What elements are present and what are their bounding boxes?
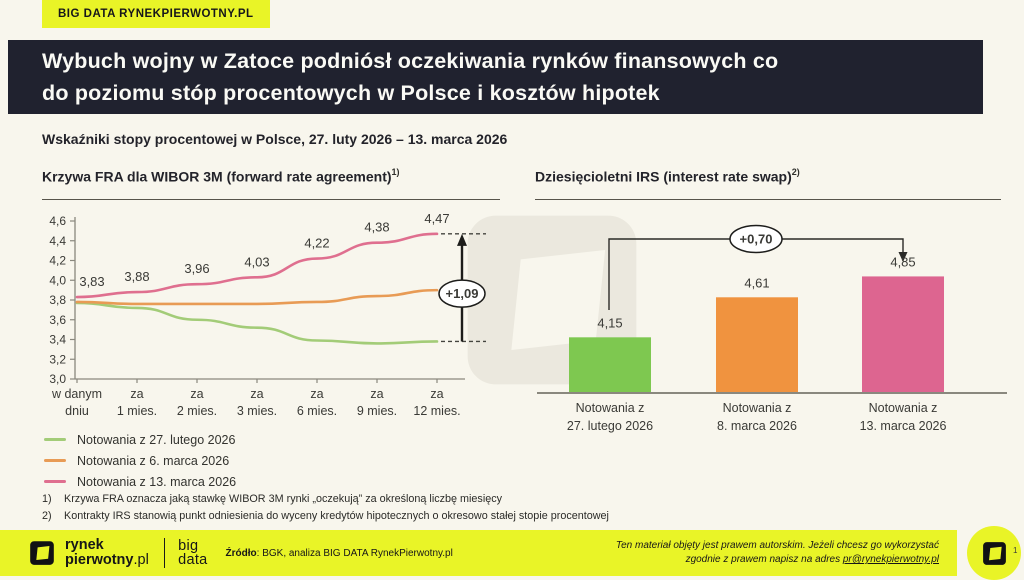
fra-footnote-ref: 1) (391, 167, 400, 177)
source-text: : BGK, analiza BIG DATA RynekPierwotny.p… (256, 547, 453, 559)
page-title-line-1: Wybuch wojny w Zatoce podniósł oczekiwan… (42, 48, 779, 73)
fra-chart-title: Krzywa FRA dla WIBOR 3M (forward rate ag… (42, 167, 500, 201)
footer-divider (163, 538, 166, 568)
svg-text:6 mies.: 6 mies. (297, 404, 337, 418)
footer-bar: rynek pierwotny.pl big data Źródło: BGK,… (0, 530, 957, 576)
svg-text:4,85: 4,85 (890, 254, 915, 269)
page-title: Wybuch wojny w Zatoce podniósł oczekiwan… (8, 40, 983, 114)
svg-text:dniu: dniu (65, 404, 89, 418)
svg-text:za: za (310, 387, 323, 401)
svg-text:3,8: 3,8 (49, 293, 66, 307)
copyright-line-1: Ten materiał objęty jest prawem autorski… (615, 539, 939, 551)
source-label: Źródło (225, 547, 257, 559)
legend-item: Notowania z 27. lutego 2026 (44, 429, 236, 450)
svg-text:3,2: 3,2 (49, 352, 66, 366)
footnote-2-text: Kontrakty IRS stanowią punkt odniesienia… (64, 509, 609, 522)
svg-text:4,15: 4,15 (597, 315, 622, 330)
legend-label: Notowania z 6. marca 2026 (77, 453, 230, 468)
svg-text:za: za (250, 387, 263, 401)
irs-chart-title-text: Dziesięcioletni IRS (interest rate swap) (535, 168, 792, 185)
footnote-1-text: Krzywa FRA oznacza jaką stawkę WIBOR 3M … (64, 493, 503, 505)
svg-text:2 mies.: 2 mies. (177, 404, 217, 418)
svg-text:za: za (430, 387, 443, 401)
svg-text:9 mies.: 9 mies. (357, 404, 397, 418)
legend-item: Notowania z 6. marca 2026 (44, 450, 236, 471)
footnote-2: 2) Kontrakty IRS stanowią punkt odniesie… (42, 508, 609, 525)
logo-line-2: pierwotny.pl (65, 552, 149, 568)
rynekpierwotny-badge-icon (982, 541, 1006, 565)
svg-text:1 mies.: 1 mies. (117, 404, 157, 418)
svg-text:8. marca 2026: 8. marca 2026 (717, 419, 797, 433)
svg-text:Notowania z: Notowania z (576, 401, 645, 415)
svg-text:3 mies.: 3 mies. (237, 404, 277, 418)
page-title-line-2: do poziomu stóp procentowych w Polsce i … (42, 81, 660, 105)
svg-text:3,83: 3,83 (79, 274, 104, 289)
fra-chart-title-text: Krzywa FRA dla WIBOR 3M (forward rate ag… (42, 168, 392, 185)
legend-swatch-orange (44, 459, 66, 462)
svg-text:4,38: 4,38 (364, 220, 389, 235)
irs-footnote-ref: 2) (791, 167, 800, 177)
svg-text:4,61: 4,61 (744, 275, 769, 290)
svg-text:za: za (190, 387, 203, 401)
footnote-2-ref: 2) (42, 509, 52, 522)
svg-text:za: za (370, 387, 383, 401)
svg-text:12 mies.: 12 mies. (413, 404, 460, 418)
footer-logo-circle (967, 526, 1021, 580)
svg-text:w danym: w danym (51, 387, 102, 401)
footnote-1: 1) Krzywa FRA oznacza jaką stawkę WIBOR … (42, 491, 609, 508)
svg-text:3,96: 3,96 (184, 261, 209, 276)
rynekpierwotny-logo-text: rynek pierwotny.pl (65, 536, 149, 568)
svg-text:3,88: 3,88 (124, 269, 149, 284)
svg-text:Notowania z: Notowania z (869, 401, 938, 415)
svg-text:Notowania z: Notowania z (723, 401, 792, 415)
bigdata-logo-text: big data (178, 537, 208, 568)
copyright-note: Ten materiał objęty jest prawem autorski… (616, 539, 939, 568)
irs-bar-chart: +0,70 4,15 4,61 4,85 Notowania z 27. lutego 2… (537, 224, 1007, 433)
page-number: 1 (1013, 546, 1018, 555)
legend-swatch-green (44, 438, 66, 441)
svg-text:3,4: 3,4 (49, 333, 66, 347)
svg-text:3,0: 3,0 (49, 372, 66, 386)
fra-line-chart: 3,0 3,2 3,4 3,6 3,8 4,0 4,2 4,4 4,6 w danym dniu za… (49, 211, 486, 418)
svg-text:+0,70: +0,70 (740, 232, 773, 247)
svg-text:13. marca 2026: 13. marca 2026 (860, 419, 947, 433)
svg-text:za: za (130, 387, 143, 401)
fra-chart-legend: Notowania z 27. lutego 2026 Notowania z … (44, 429, 236, 492)
irs-chart-title: Dziesięcioletni IRS (interest rate swap)… (535, 167, 1001, 201)
svg-text:27. lutego 2026: 27. lutego 2026 (567, 419, 653, 433)
brand-badge: BIG DATA RYNEKPIERWOTNY.PL (42, 0, 270, 28)
svg-text:4,22: 4,22 (304, 236, 329, 251)
svg-text:4,47: 4,47 (424, 211, 449, 226)
svg-text:4,03: 4,03 (244, 254, 269, 269)
footnotes: 1) Krzywa FRA oznacza jaką stawkę WIBOR … (42, 491, 609, 524)
legend-label: Notowania z 27. lutego 2026 (77, 432, 236, 447)
logo-line-1: rynek (65, 536, 104, 553)
svg-text:3,6: 3,6 (49, 313, 66, 327)
legend-item: Notowania z 13. marca 2026 (44, 471, 236, 492)
svg-text:+1,09: +1,09 (446, 286, 479, 301)
svg-text:4,2: 4,2 (49, 254, 66, 268)
svg-text:4,4: 4,4 (49, 234, 66, 248)
subtitle: Wskaźniki stopy procentowej w Polsce, 27… (42, 131, 508, 147)
legend-label: Notowania z 13. marca 2026 (77, 474, 237, 489)
copyright-line-2: zgodnie z prawem napisz na adres pr@ryne… (685, 554, 939, 565)
contact-email-link[interactable]: pr@rynekpierwotny.pl (842, 554, 939, 565)
legend-swatch-pink (44, 480, 66, 483)
rynekpierwotny-logo-icon (28, 539, 56, 567)
source-note: Źródło: BGK, analiza BIG DATA RynekPierw… (226, 548, 453, 559)
svg-text:4,6: 4,6 (49, 214, 66, 228)
footnote-1-ref: 1) (42, 493, 52, 505)
svg-text:4,0: 4,0 (49, 273, 66, 287)
